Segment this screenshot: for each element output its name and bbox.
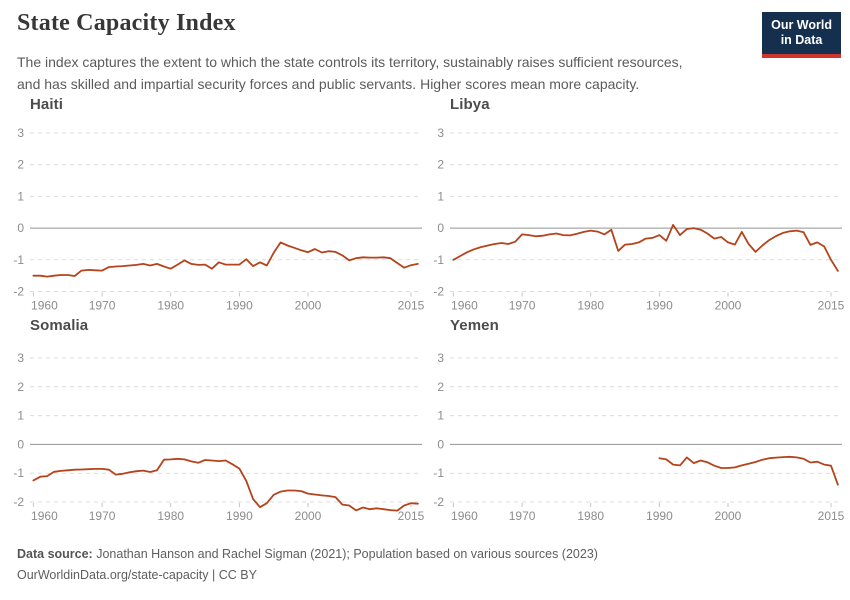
data-source-label: Data source: <box>17 547 93 561</box>
data-line-haiti <box>32 241 419 278</box>
attribution-line: OurWorldinData.org/state-capacity | CC B… <box>17 568 257 583</box>
y-axis-label: 2 <box>17 158 24 172</box>
y-axis-label: 3 <box>437 351 444 365</box>
line-chart-somalia: 3 2 1 0 -1 -2 1960 1970 1980 1990 2000 2015 <box>13 351 425 523</box>
y-axis-label: 2 <box>437 158 444 172</box>
x-axis-label: 1990 <box>226 509 253 523</box>
x-axis-label: 2015 <box>398 509 425 523</box>
x-axis-label: 1980 <box>577 299 604 313</box>
x-axis-label: 1990 <box>226 299 253 313</box>
x-axis-label: 1960 <box>31 299 58 313</box>
y-axis-label: -1 <box>13 253 24 267</box>
x-axis-label: 2015 <box>398 299 425 313</box>
y-axis-label: 0 <box>437 437 444 451</box>
x-axis-label: 1990 <box>646 299 673 313</box>
panel-title-somalia: Somalia <box>30 317 89 334</box>
y-axis-label: 0 <box>17 437 24 451</box>
data-source-line: Data source: Jonathan Hanson and Rachel … <box>17 544 598 565</box>
chart-panel-somalia: Somalia 3 2 1 0 -1 -2 1960 1970 1980 1990 2000 2015 <box>8 317 428 537</box>
line-chart-yemen: 3 2 1 0 -1 -2 1960 1970 1980 1990 2000 2015 <box>433 351 845 523</box>
x-axis-label: 1960 <box>451 299 478 313</box>
data-source-text: Jonathan Hanson and Rachel Sigman (2021)… <box>96 547 598 561</box>
y-axis-label: -1 <box>433 466 444 480</box>
x-axis-label: 1990 <box>646 509 673 523</box>
x-axis-label: 1970 <box>509 299 536 313</box>
x-axis-label: 2015 <box>818 509 845 523</box>
panel-title-haiti: Haiti <box>30 96 64 113</box>
x-axis-label: 1970 <box>89 299 116 313</box>
chart-panel-yemen: Yemen 3 2 1 0 -1 -2 1960 1970 1980 1990 2000 2015 <box>428 317 848 537</box>
x-axis-label: 1970 <box>509 509 536 523</box>
y-axis-label: 1 <box>437 189 444 203</box>
x-axis-label: 2000 <box>715 509 742 523</box>
chart-panel-haiti: Haiti 3 2 1 0 -1 -2 1960 1970 1980 1990 2000 2015 <box>8 96 428 316</box>
chart-subtitle-line1: The index captures the extent to which t… <box>17 54 683 70</box>
y-axis-label: 2 <box>17 380 24 394</box>
y-axis-label: -1 <box>433 253 444 267</box>
x-axis-label: 1960 <box>451 509 478 523</box>
x-axis-label: 1980 <box>577 509 604 523</box>
chart-footer: Data source: Jonathan Hanson and Rachel … <box>17 544 598 587</box>
y-axis-label: 2 <box>437 380 444 394</box>
x-axis-label: 2000 <box>715 299 742 313</box>
chart-subtitle: The index captures the extent to which t… <box>17 51 777 96</box>
line-chart-haiti: 3 2 1 0 -1 -2 1960 1970 1980 1990 2000 2015 <box>13 126 425 313</box>
owid-logo-line2: in Data <box>780 33 823 47</box>
panel-title-yemen: Yemen <box>450 317 499 334</box>
x-axis-label: 1970 <box>89 509 116 523</box>
data-line-somalia <box>32 457 419 512</box>
x-axis-label: 1980 <box>157 509 184 523</box>
chart-panel-libya: Libya 3 2 1 0 -1 -2 1960 1970 1980 1990 2000 2015 <box>428 96 848 316</box>
y-axis-label: 0 <box>437 221 444 235</box>
y-axis-label: 1 <box>17 409 24 423</box>
panel-title-libya: Libya <box>450 96 490 113</box>
owid-logo-line1: Our World <box>771 18 832 32</box>
x-axis-label: 2000 <box>295 509 322 523</box>
x-axis-label: 1960 <box>31 509 58 523</box>
x-axis-label: 1980 <box>157 299 184 313</box>
y-axis-label: -2 <box>13 495 24 509</box>
data-line-libya <box>452 224 839 272</box>
x-axis-label: 2015 <box>818 299 845 313</box>
chart-subtitle-line2: and has skilled and impartial security f… <box>17 76 640 93</box>
y-axis-label: 0 <box>17 221 24 235</box>
y-axis-label: 3 <box>437 126 444 140</box>
y-axis-label: 1 <box>437 409 444 423</box>
x-axis-label: 2000 <box>295 299 322 313</box>
y-axis-label: -1 <box>13 466 24 480</box>
y-axis-label: -2 <box>433 285 444 299</box>
y-axis-label: 3 <box>17 351 24 365</box>
y-axis-label: 1 <box>17 189 24 203</box>
y-axis-label: -2 <box>13 285 24 299</box>
page-title: State Capacity Index <box>17 10 236 36</box>
y-axis-label: -2 <box>433 495 444 509</box>
owid-logo[interactable]: Our World in Data <box>762 12 841 58</box>
y-axis-label: 3 <box>17 126 24 140</box>
line-chart-libya: 3 2 1 0 -1 -2 1960 1970 1980 1990 2000 2015 <box>433 126 845 313</box>
data-line-yemen <box>658 455 839 486</box>
